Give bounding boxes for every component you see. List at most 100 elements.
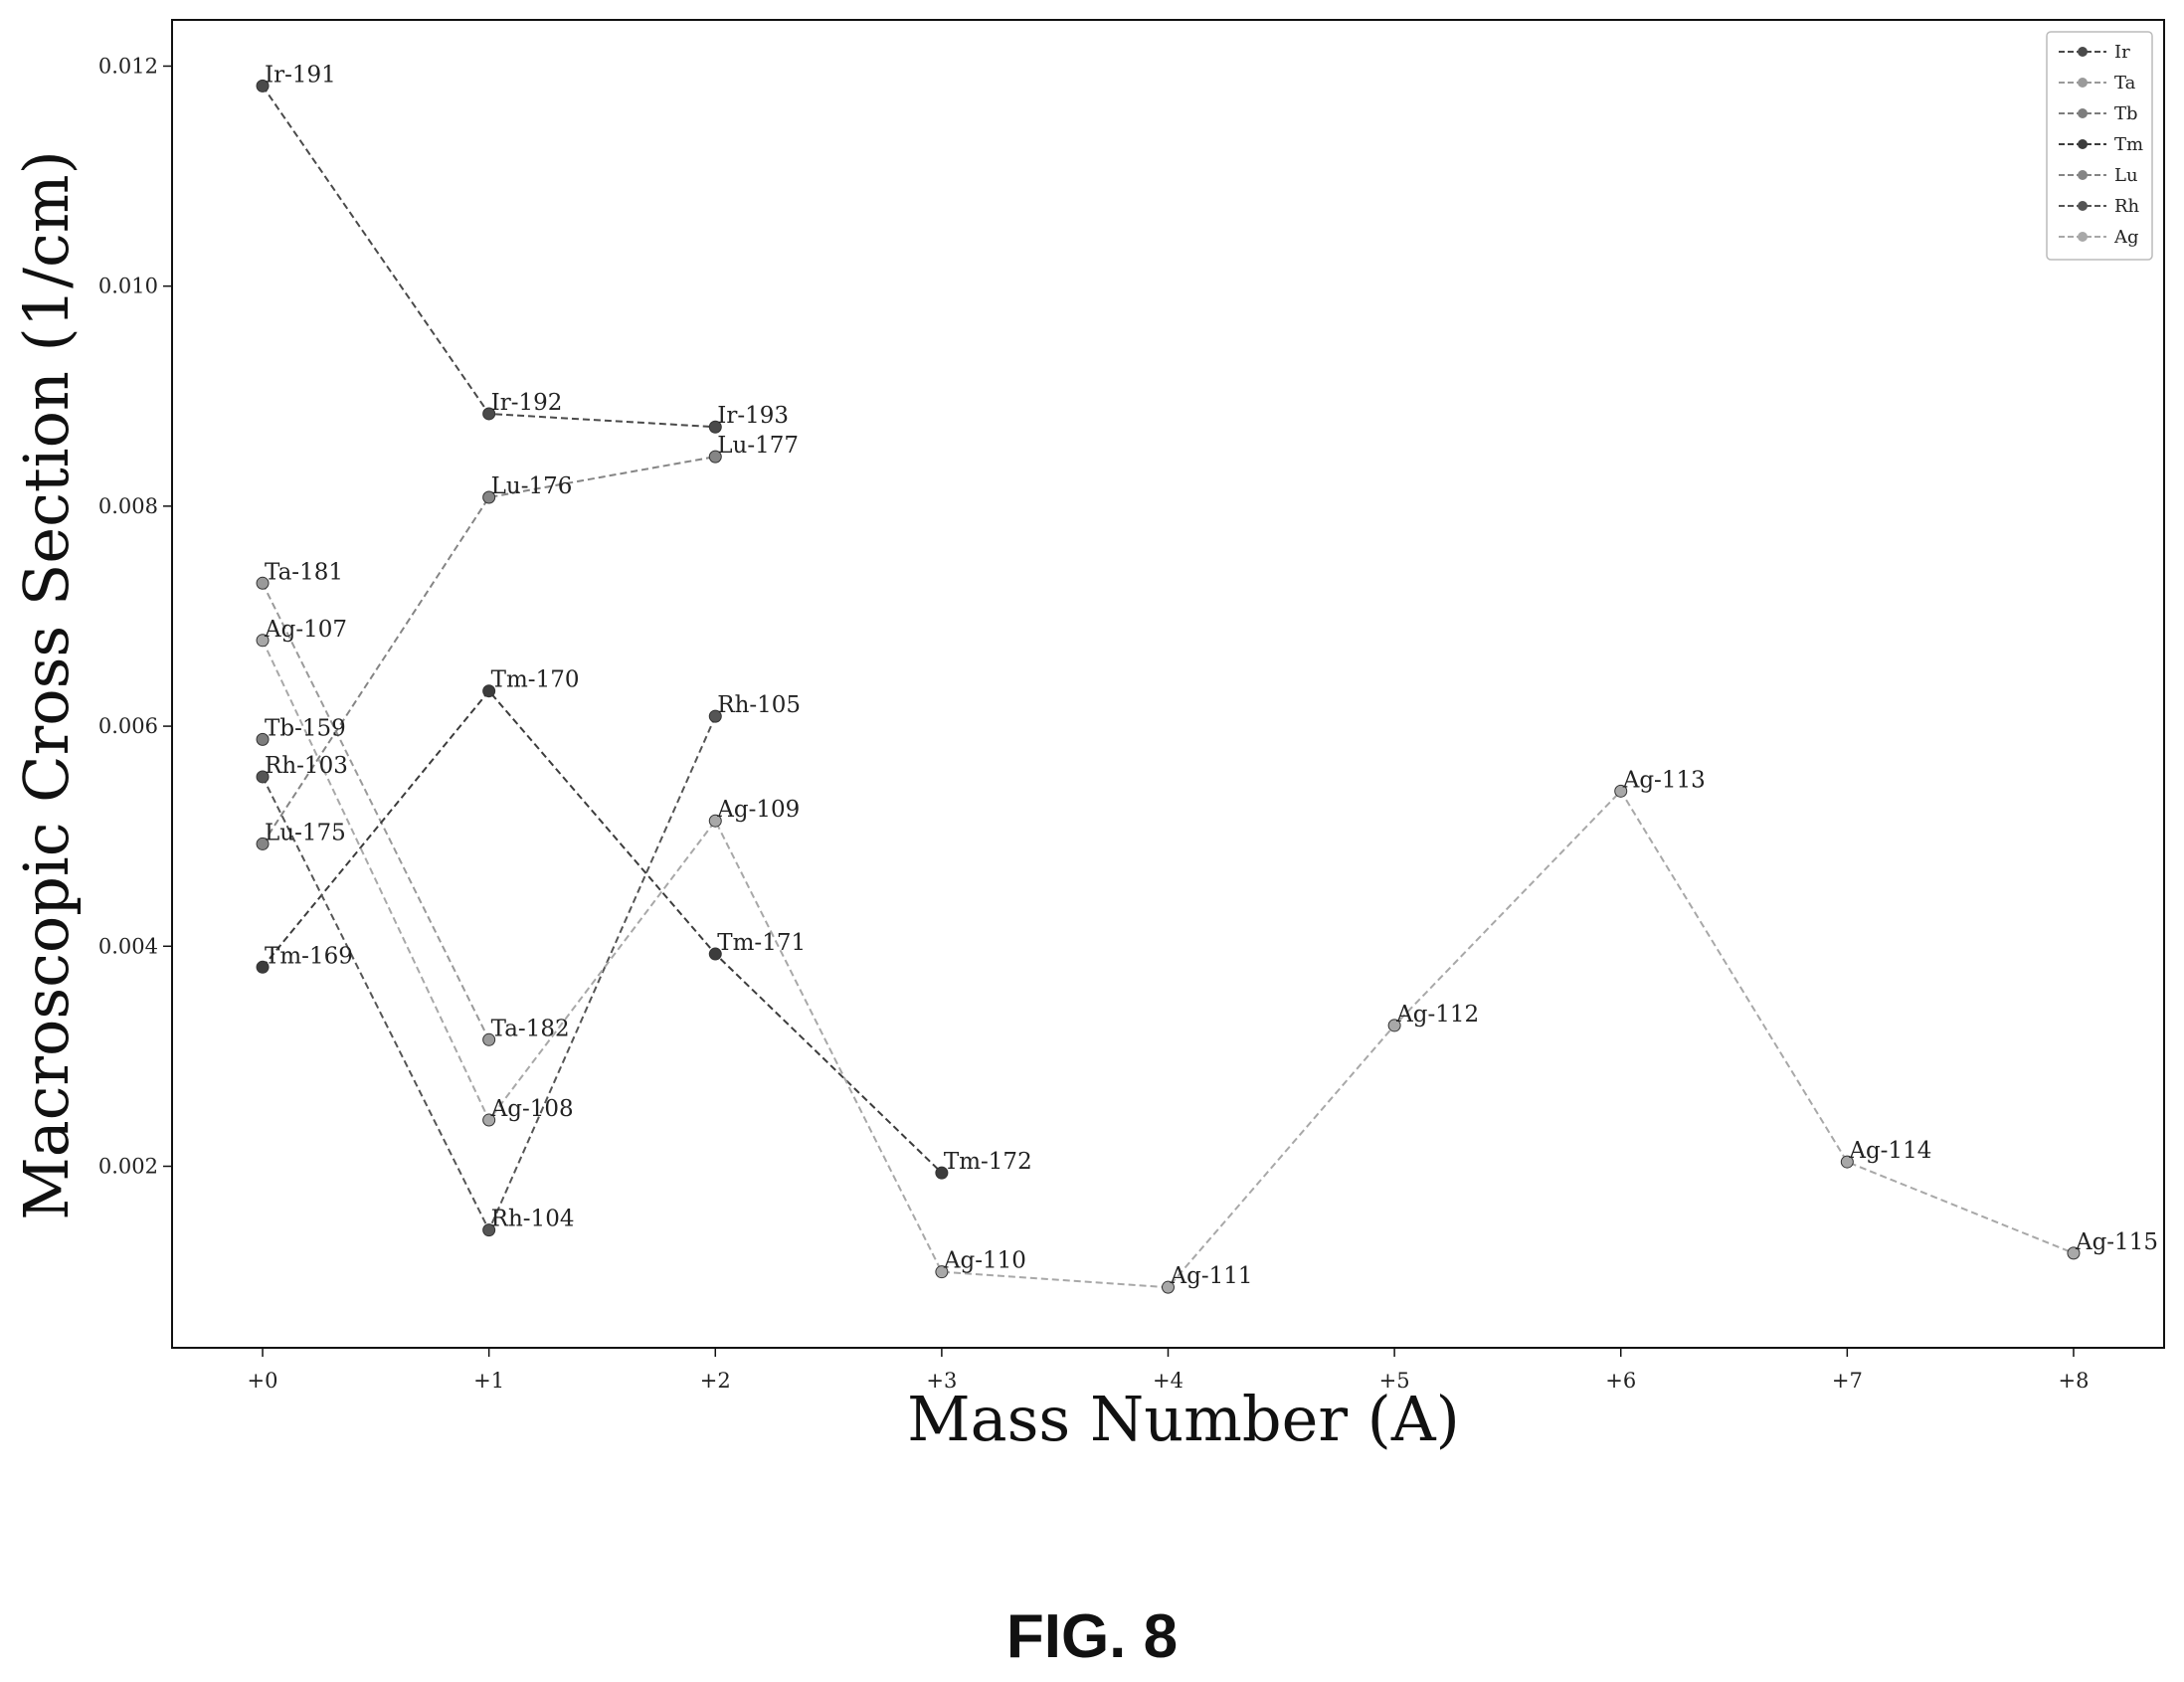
- legend-label: Tm: [2114, 134, 2143, 155]
- series-line-tm: [262, 689, 943, 1174]
- data-label: Ag-114: [1848, 1138, 1931, 1164]
- legend-marker: [2078, 232, 2088, 242]
- data-point: [482, 1113, 496, 1127]
- x-tick-label: +0: [248, 1369, 278, 1393]
- legend-box: [2046, 31, 2153, 261]
- data-label: Lu-175: [265, 820, 346, 845]
- series-ag: [256, 634, 2081, 1294]
- legend-marker: [2078, 108, 2088, 118]
- data-label: Ag-107: [264, 617, 347, 643]
- legend-label: Ta: [2114, 73, 2136, 93]
- data-point: [2067, 1246, 2081, 1260]
- data-point: [1614, 784, 1628, 798]
- data-point: [482, 1032, 496, 1046]
- series-rh: [256, 709, 722, 1237]
- y-tick-label: 0.012: [98, 54, 158, 78]
- data-label: Tb-159: [265, 715, 346, 741]
- data-point: [256, 732, 270, 746]
- x-tick-label: +8: [2058, 1369, 2089, 1393]
- series-line-lu: [262, 456, 716, 844]
- legend-item-lu: Lu: [2059, 165, 2138, 186]
- data-point: [1387, 1019, 1401, 1032]
- data-label: Rh-103: [265, 753, 348, 779]
- series-line-ag: [262, 640, 2075, 1289]
- legend-marker: [2078, 78, 2088, 88]
- legend-label: Ir: [2114, 42, 2130, 63]
- data-label: Ta-182: [491, 1016, 570, 1041]
- y-tick-label: 0.004: [98, 934, 158, 958]
- series-tm: [256, 684, 949, 1180]
- data-label: Lu-176: [491, 473, 573, 499]
- x-axis-title: Mass Number (A): [907, 1383, 1460, 1455]
- data-point: [256, 960, 270, 974]
- series-line-ir: [262, 85, 716, 429]
- legend-item-rh: Rh: [2059, 196, 2140, 217]
- series-tb: [256, 732, 270, 746]
- y-axis-title: Macroscopic Cross Section (1/cm): [10, 150, 83, 1220]
- data-point: [1840, 1155, 1854, 1169]
- data-point: [256, 634, 270, 648]
- data-point: [708, 947, 722, 961]
- legend-marker: [2078, 170, 2088, 180]
- y-tick-label: 0.008: [98, 494, 158, 518]
- x-tick-label: +3: [926, 1369, 957, 1393]
- legend-label: Lu: [2114, 165, 2138, 186]
- x-tick-label: +2: [700, 1369, 731, 1393]
- y-tick-label: 0.006: [98, 714, 158, 738]
- series-line-rh: [262, 715, 717, 1233]
- x-tick-label: +6: [1605, 1369, 1636, 1393]
- legend-item-ag: Ag: [2059, 227, 2139, 248]
- legend-label: Rh: [2114, 196, 2140, 217]
- data-label: Ag-108: [490, 1096, 574, 1122]
- data-label: Ag-112: [1395, 1002, 1479, 1028]
- data-point: [482, 1223, 496, 1237]
- y-tick-label: 0.010: [98, 275, 158, 298]
- series-layer: [256, 79, 2081, 1294]
- data-label: Ir-192: [491, 390, 563, 416]
- data-label: Ag-110: [943, 1248, 1026, 1274]
- figure-caption: FIG. 8: [1005, 1602, 1179, 1671]
- data-label: Tm-171: [717, 930, 806, 956]
- legend-marker: [2078, 139, 2088, 149]
- data-point: [256, 770, 270, 784]
- data-label: Ir-193: [717, 403, 789, 429]
- data-label: Ag-115: [2075, 1229, 2158, 1255]
- data-point: [708, 709, 722, 723]
- legend-label: Ag: [2113, 227, 2139, 248]
- data-label: Rh-105: [717, 692, 801, 718]
- data-point: [256, 576, 270, 590]
- data-label: Ag-111: [1170, 1263, 1253, 1289]
- x-tick-label: +7: [1832, 1369, 1863, 1393]
- series-ta: [256, 576, 496, 1046]
- series-lu: [256, 450, 722, 850]
- legend-label: Tb: [2114, 103, 2138, 124]
- legend-item-ir: Ir: [2059, 42, 2130, 63]
- x-tick-label: +5: [1379, 1369, 1410, 1393]
- data-point: [256, 837, 270, 850]
- legend-item-tm: Tm: [2059, 134, 2143, 155]
- data-point: [482, 407, 496, 421]
- data-point: [1162, 1280, 1175, 1294]
- data-point: [482, 684, 496, 698]
- point-labels: Ir-191 Ir-192 Ir-193 Ta-181 Ta-182 Tb-159 Tm-1…: [264, 62, 2158, 1289]
- data-label: Tm-169: [265, 943, 353, 969]
- data-label: Tm-170: [491, 667, 580, 693]
- data-label: Tm-172: [944, 1149, 1032, 1175]
- legend-marker: [2078, 201, 2088, 211]
- data-point: [935, 1265, 949, 1279]
- legend-item-tb: Tb: [2059, 103, 2138, 124]
- series-ir: [256, 79, 722, 434]
- data-point: [708, 450, 722, 464]
- x-tick-label: +4: [1153, 1369, 1183, 1393]
- data-label: Ta-181: [265, 559, 343, 585]
- data-point: [708, 814, 722, 828]
- y-tick-label: 0.002: [98, 1155, 158, 1179]
- legend-item-ta: Ta: [2059, 73, 2136, 93]
- data-label: Ag-109: [716, 797, 800, 823]
- data-point: [482, 490, 496, 504]
- data-point: [935, 1166, 949, 1180]
- data-label: Lu-177: [717, 433, 799, 459]
- data-label: Ir-191: [265, 62, 336, 88]
- data-label: Ag-113: [1622, 767, 1706, 793]
- data-point: [708, 420, 722, 434]
